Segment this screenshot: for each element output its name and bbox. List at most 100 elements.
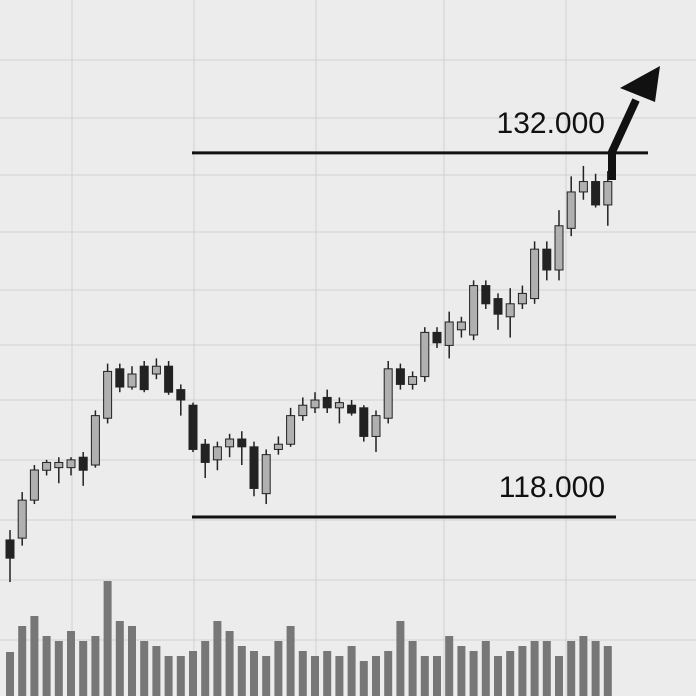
candle-body [359, 407, 369, 437]
trend-arrow [608, 98, 640, 180]
volume-bar [372, 656, 380, 696]
volume-bar [445, 636, 454, 696]
candle-body [456, 321, 466, 331]
arrow-head [620, 66, 660, 102]
candle-body [517, 292, 527, 305]
candle-body [90, 415, 100, 466]
level-label: 132.000 [497, 107, 605, 140]
candle-body [200, 443, 210, 463]
volume-bar [481, 641, 490, 696]
volume-bar [347, 646, 356, 696]
volume-bar [518, 646, 527, 696]
volume-bar [189, 651, 197, 696]
volume-bar [335, 656, 344, 696]
volume-bar [579, 636, 588, 696]
candle-body [151, 365, 161, 375]
candle-body [566, 191, 576, 229]
volume-bar [603, 646, 612, 696]
candle-body [347, 404, 357, 414]
volume-bar [152, 646, 161, 696]
candle-body [212, 446, 222, 461]
volume-bar [469, 651, 478, 696]
volume-bar [176, 656, 185, 696]
volume-bar [591, 641, 600, 696]
volume-bar [384, 651, 393, 696]
candle-body [408, 376, 418, 385]
volume-bar [555, 656, 563, 696]
candle-body [481, 285, 491, 305]
candle-body [78, 456, 88, 471]
volume-bar [54, 641, 63, 696]
candle-body [298, 404, 308, 417]
volume-bar [115, 621, 124, 696]
volume-bar [103, 581, 112, 696]
volume-bar [286, 626, 295, 696]
volume-bar [213, 621, 222, 696]
candle-body [237, 438, 247, 448]
candle-body [542, 248, 552, 271]
candle-body [530, 248, 540, 300]
volume-bar [18, 626, 27, 696]
candle-body [139, 365, 149, 391]
candle-body [554, 225, 564, 271]
candle-body [103, 370, 113, 419]
volume-bar [67, 631, 75, 696]
volume-bar [542, 641, 551, 696]
candle-body [54, 461, 64, 469]
volume-bar [6, 652, 14, 696]
candle-body [383, 368, 393, 419]
level-label: 118.000 [499, 471, 605, 504]
volume-bar [274, 641, 283, 696]
candle-body [273, 443, 283, 450]
candle-body [591, 181, 601, 206]
candle-body [578, 181, 588, 193]
candle-body [493, 298, 503, 315]
candle-body [176, 389, 186, 401]
volume-bar [506, 651, 515, 696]
candle-body [164, 365, 174, 393]
candle-body [420, 331, 430, 378]
candle-body [29, 469, 39, 501]
candle-body [249, 446, 259, 489]
volume-bar [30, 616, 39, 696]
candle-body [5, 539, 15, 559]
volume-bar [530, 641, 539, 696]
candle-body [42, 461, 52, 471]
volume-bar [201, 641, 210, 696]
candle-body [334, 402, 344, 409]
candle-body [371, 415, 381, 437]
volume-bar [494, 656, 502, 696]
volume-bar [408, 641, 417, 696]
volume-bar [250, 651, 258, 696]
volume-bar [420, 656, 429, 696]
candle-body [115, 368, 125, 388]
volume-bar [567, 641, 576, 696]
volume-bar [298, 651, 307, 696]
volume-bar [79, 641, 88, 696]
candle-body [322, 396, 332, 409]
candle-body [505, 303, 515, 318]
candle-body [310, 399, 320, 409]
volume-bar [237, 646, 246, 696]
volume-bar [359, 661, 368, 696]
volume-bar [164, 656, 173, 696]
candle-body [286, 415, 296, 445]
volume-bar [42, 636, 51, 696]
candle-body [66, 459, 76, 469]
candle-body [225, 438, 235, 448]
volume-bar [323, 651, 332, 696]
candle-body [603, 181, 613, 206]
volume-bar [457, 646, 466, 696]
volume-bar [396, 621, 405, 696]
volume-bar [225, 631, 234, 696]
volume-bar [262, 656, 271, 696]
volume-bar [128, 626, 136, 696]
candle-body [127, 373, 137, 388]
volume-bar [433, 656, 441, 696]
candle-body [261, 454, 271, 495]
candle-body [444, 321, 454, 346]
candle-body [188, 404, 198, 450]
candle-body [432, 331, 442, 344]
